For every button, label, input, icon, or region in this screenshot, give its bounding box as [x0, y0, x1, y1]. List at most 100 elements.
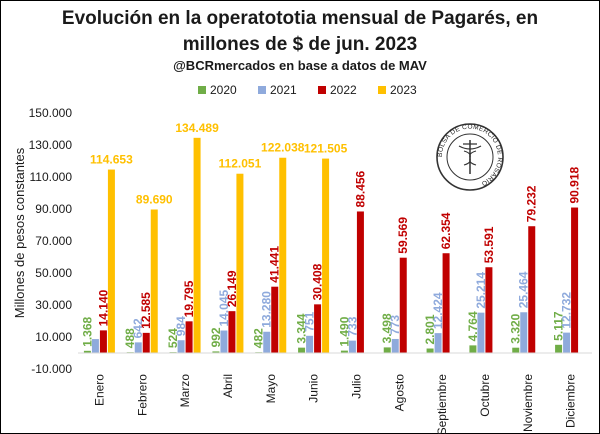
- data-label-2020-Agosto: 3.498: [380, 313, 394, 343]
- data-label-2022-Noviembre: 79.232: [525, 185, 539, 222]
- bar-2021-Febrero: [134, 342, 142, 353]
- data-label-2021-Marzo: 984: [174, 316, 188, 336]
- x-category-label: Diciembre: [564, 374, 578, 428]
- bar-2021-Diciembre: [563, 332, 571, 353]
- data-label-2022-Mayo: 41.441: [268, 246, 282, 283]
- bar-2022-Marzo: [185, 321, 193, 353]
- bar-2021-Septiembre: [434, 333, 442, 353]
- caduceus-snakes: [463, 150, 477, 166]
- data-label-2022-Diciembre: 90.918: [568, 167, 582, 204]
- bar-2021-Agosto: [391, 338, 399, 353]
- y-axis-label: Millones de pesos constantes: [12, 147, 27, 318]
- seal-inner-ring: [446, 133, 494, 181]
- data-label-2021-Julio: 733: [345, 316, 359, 336]
- bar-2022-Noviembre: [528, 226, 536, 353]
- bolsa-comercio-rosario-seal: BOLSA DE COMERCIO DE ROSARIO: [436, 123, 504, 191]
- x-category-label: Noviembre: [521, 374, 535, 432]
- bar-2020-Diciembre: [555, 344, 563, 353]
- data-label-2022-Junio: 30.408: [311, 263, 325, 300]
- data-labels: 1.36814.140114.65348864212.58589.6905249…: [80, 121, 581, 348]
- legend-swatch-2022: [318, 86, 326, 94]
- x-category-label: Marzo: [178, 374, 192, 408]
- data-label-2020-Septiembre: 2.801: [423, 314, 437, 344]
- data-label-2020-Junio: 3.344: [295, 313, 309, 343]
- data-label-2022-Marzo: 19.795: [182, 280, 196, 317]
- y-axis: -10.000 10.000 30.000 50.000 70.000 90.000 110…: [12, 106, 72, 376]
- data-label-2021-Febrero: 642: [131, 318, 145, 338]
- data-label-2021-Noviembre: 25.464: [517, 271, 531, 308]
- bar-2020-Noviembre: [512, 347, 520, 353]
- bar-2022-Septiembre: [442, 253, 450, 353]
- legend-swatch-2021: [258, 86, 266, 94]
- bar-2021-Noviembre: [520, 312, 528, 353]
- chart-title: Evolución en la operatototia mensual de …: [0, 6, 600, 58]
- bar-2022-Febrero: [142, 332, 150, 353]
- data-label-2020-Noviembre: 3.320: [509, 313, 523, 343]
- x-category-label: Julio: [349, 374, 363, 399]
- data-label-2020-Octubre: 4.764: [466, 311, 480, 341]
- legend: 2020 2021 2022 2023: [198, 83, 417, 97]
- bars: [83, 137, 579, 353]
- data-label-2021-Abril: 14.045: [217, 289, 231, 326]
- data-label-2023-Febrero: 89.690: [136, 192, 173, 206]
- x-category-label: Septiembre: [435, 374, 449, 434]
- bar-2020-Octubre: [469, 345, 477, 353]
- bar-2022-Diciembre: [571, 207, 579, 353]
- data-label-2020-Febrero: 488: [123, 328, 137, 348]
- data-label-2022-Agosto: 59.569: [396, 217, 410, 254]
- data-label-2022-Enero: 14.140: [96, 289, 110, 326]
- data-label-2020-Enero: 1.368: [80, 316, 94, 346]
- bar-2020-Agosto: [383, 347, 391, 353]
- data-label-2020-Marzo: 524: [166, 328, 180, 348]
- x-category-label: Enero: [92, 374, 106, 406]
- data-label-2020-Mayo: 482: [252, 328, 266, 348]
- x-category-label: Octubre: [478, 374, 492, 417]
- y-tick-label: 30.000: [35, 298, 72, 312]
- data-label-2021-Junio: 751: [303, 311, 317, 331]
- bar-2020-Abril: [212, 351, 220, 353]
- data-label-2023-Enero: 114.653: [90, 153, 133, 167]
- y-tick-label: 10.000: [35, 330, 72, 344]
- legend-swatch-2023: [378, 86, 386, 94]
- data-label-2022-Abril: 26.149: [225, 270, 239, 307]
- x-category-label: Abril: [221, 374, 235, 398]
- bar-2020-Enero: [83, 350, 91, 353]
- data-label-2023-Marzo: 134.489: [175, 121, 219, 135]
- bar-2020-Septiembre: [426, 348, 434, 353]
- x-category-label: Mayo: [264, 374, 278, 404]
- title-line-1: Evolución en la operatototia mensual de …: [61, 8, 539, 29]
- data-label-2021-Agosto: 773: [388, 315, 402, 335]
- x-category-label: Febrero: [135, 374, 149, 416]
- chart-subtitle: @BCRmercados en base a datos de MAV: [173, 58, 427, 73]
- bar-2021-Mayo: [263, 331, 271, 353]
- bar-2022-Octubre: [485, 267, 493, 353]
- x-category-label: Agosto: [392, 374, 406, 412]
- x-axis: Enero Febrero Marzo Abril Mayo Junio Julio Agos…: [78, 352, 592, 434]
- data-label-2023-Junio: 121.505: [304, 142, 348, 156]
- bar-2022-Junio: [314, 304, 322, 353]
- bar-2023-Marzo: [193, 137, 201, 353]
- bar-2023-Febrero: [150, 209, 158, 353]
- bar-2020-Julio: [340, 350, 348, 353]
- data-label-2022-Julio: 88.456: [353, 170, 367, 207]
- x-category-label: Junio: [307, 374, 321, 403]
- bar-2021-Julio: [348, 340, 356, 353]
- legend-label-2023: 2023: [390, 83, 417, 97]
- y-tick-label: 90.000: [35, 202, 72, 216]
- y-tick-label: 50.000: [35, 266, 72, 280]
- data-label-2020-Abril: 992: [209, 327, 223, 347]
- title-line-2: millones de $ de jun. 2023: [182, 34, 418, 55]
- bar-2022-Agosto: [399, 257, 407, 353]
- data-label-2022-Febrero: 12.585: [139, 292, 153, 329]
- bar-2021-Junio: [306, 335, 314, 353]
- data-label-2020-Diciembre: 5.117: [552, 311, 566, 341]
- bar-2021-Enero: [91, 339, 99, 353]
- y-tick-label: -10.000: [31, 362, 72, 376]
- legend-label-2021: 2021: [270, 83, 297, 97]
- y-tick-label: 70.000: [35, 234, 72, 248]
- y-tick-label: 110.000: [30, 170, 73, 184]
- data-label-2021-Diciembre: 12.732: [560, 292, 574, 329]
- bar-2022-Abril: [228, 311, 236, 353]
- legend-label-2020: 2020: [210, 83, 237, 97]
